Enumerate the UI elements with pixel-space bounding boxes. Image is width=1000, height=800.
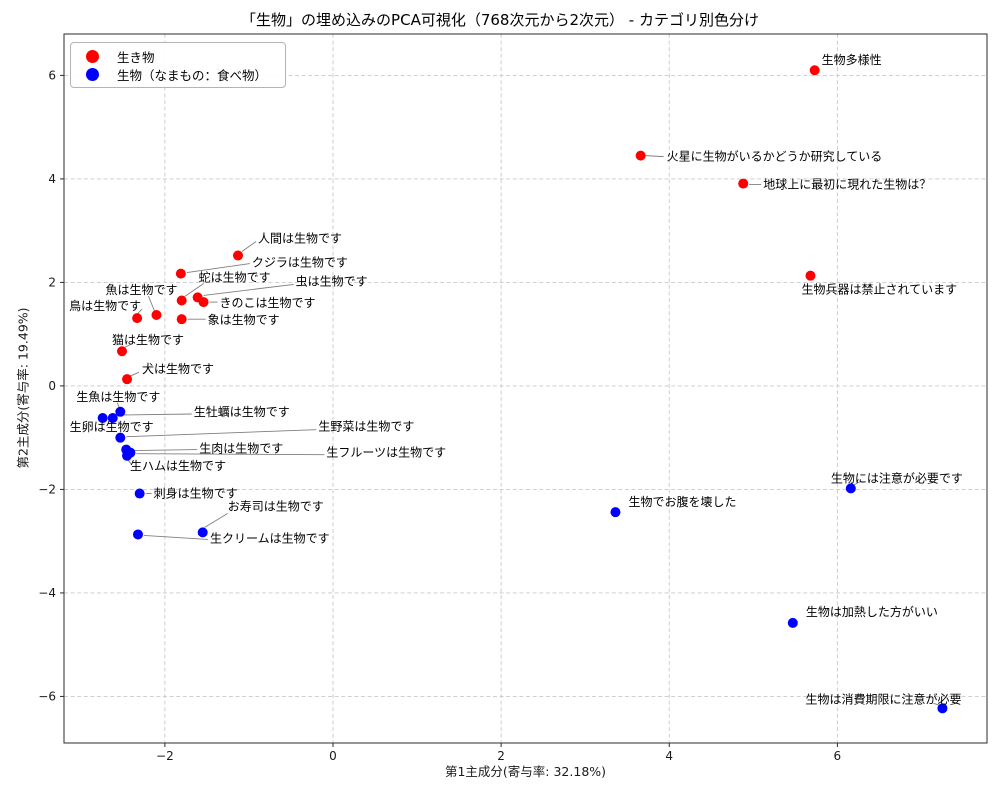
point-label: 蛇は生物です <box>199 270 271 285</box>
scatter-point <box>610 507 621 518</box>
y-axis-label: 第2主成分(寄与率: 19.49%) <box>15 307 31 469</box>
y-tick-label: 4 <box>48 172 56 186</box>
annotation-leader-line <box>136 453 325 456</box>
point-label: 生ハムは生物です <box>130 459 226 473</box>
annotation-leader-line <box>203 283 294 296</box>
point-label: 生肉は生物です <box>199 442 283 456</box>
annotation-leader-line <box>126 429 317 438</box>
point-label: 生クリームは生物です <box>210 531 330 545</box>
scatter-point <box>233 250 244 261</box>
scatter-point <box>115 432 126 443</box>
annotation-leader-line <box>645 155 664 158</box>
annotation-leader-line <box>129 371 140 377</box>
annotation-leader-line <box>241 241 257 252</box>
scatter-point <box>176 314 187 325</box>
annotation-leader-line <box>116 402 120 408</box>
scatter-point <box>937 703 948 714</box>
x-tick-label: 0 <box>329 749 337 763</box>
x-tick-label: −2 <box>156 749 174 763</box>
y-tick-label: −4 <box>38 586 56 600</box>
scatter-point <box>107 412 118 423</box>
x-tick-label: 4 <box>665 749 673 763</box>
point-label: 生野菜は生物です <box>318 420 414 434</box>
scatter-point <box>117 346 128 357</box>
point-label: 生物には注意が必要です <box>831 470 963 485</box>
legend-label-namamono: 生物（なまもの：食べ物） <box>117 67 268 83</box>
scatter-point <box>132 529 143 540</box>
scatter-point <box>738 178 749 189</box>
point-label: 生物多様性 <box>822 53 882 67</box>
annotation-leader-line <box>132 449 198 452</box>
annotation-leader-line <box>143 534 209 540</box>
y-tick-label: −6 <box>38 690 56 704</box>
point-label: 生物でお腹を壊した <box>628 495 736 509</box>
scatter-point <box>122 450 133 461</box>
point-label: 猫は生物です <box>112 333 184 347</box>
annotation-leader-line <box>204 512 228 528</box>
point-label: 犬は生物です <box>142 362 214 376</box>
y-tick-label: −2 <box>38 483 56 497</box>
point-label: 鳥は生物です <box>69 298 141 313</box>
scatter-point <box>805 270 816 281</box>
x-tick-label: 6 <box>834 749 842 763</box>
point-label: 魚は生物です <box>105 283 177 297</box>
legend-blue-dot-icon <box>86 67 99 81</box>
scatter-point <box>175 268 186 279</box>
point-label: 生物は加熱した方がいい <box>806 604 938 619</box>
annotation-leader-line <box>148 295 155 312</box>
annotation-leader-line <box>124 343 132 348</box>
point-label: きのこは生物です <box>220 296 316 310</box>
scatter-point <box>115 406 126 417</box>
point-label: 生物は消費期限に注意が必要 <box>805 691 961 706</box>
scatter-point <box>198 297 209 308</box>
scatter-point <box>845 483 856 494</box>
y-tick-label: 6 <box>48 69 56 83</box>
y-tick-label: 0 <box>48 379 56 393</box>
legend-label-ikimono: 生き物 <box>117 49 155 65</box>
scatter-point <box>176 295 187 306</box>
point-label: 人間は生物です <box>258 231 342 245</box>
point-label: 象は生物です <box>208 313 280 327</box>
point-label: 生フルーツは生物です <box>326 446 446 460</box>
legend: 生き物 生物（なまもの：食べ物） <box>70 42 286 88</box>
scatter-point <box>787 617 798 628</box>
legend-red-dot-icon <box>86 49 99 63</box>
scatter-point <box>151 310 162 321</box>
point-label: 生牡蠣は生物です <box>194 404 290 419</box>
scatter-point <box>97 412 108 423</box>
scatter-point <box>809 65 820 76</box>
scatter-point <box>122 374 133 385</box>
y-tick-label: 2 <box>48 276 56 290</box>
plot-border <box>63 33 988 744</box>
scatter-point <box>635 150 646 161</box>
chart-title: 「生物」の埋め込みのPCA可視化（768次元から2次元） - カテゴリ別色分け <box>241 11 759 29</box>
scatter-point <box>132 313 143 324</box>
scatter-point <box>197 527 208 538</box>
x-tick-label: 2 <box>497 749 505 763</box>
annotation-leader-line <box>119 413 192 416</box>
point-label: 虫は生物です <box>296 274 368 288</box>
scatter-point <box>134 488 145 499</box>
point-label: お寿司は生物です <box>228 499 324 513</box>
point-label: 火星に生物がいるかどうか研究している <box>667 149 883 164</box>
annotation-leader-line <box>184 283 204 297</box>
point-label: 刺身は生物です <box>154 486 238 501</box>
x-axis-label: 第1主成分(寄与率: 32.18%) <box>444 764 607 779</box>
point-label: クジラは生物です <box>252 256 348 270</box>
point-label: 生物兵器は禁止されています <box>801 283 957 297</box>
legend-item-ikimono: 生き物 <box>71 47 285 65</box>
point-label: 生卵は生物です <box>70 420 154 434</box>
annotation-leader-line <box>186 263 250 274</box>
point-label: 地球上に最初に現れた生物は？ <box>763 178 931 192</box>
point-label: 生魚は生物です <box>76 390 160 404</box>
legend-item-namamono: 生物（なまもの：食べ物） <box>71 65 285 83</box>
annotation-leader-line <box>933 702 940 706</box>
